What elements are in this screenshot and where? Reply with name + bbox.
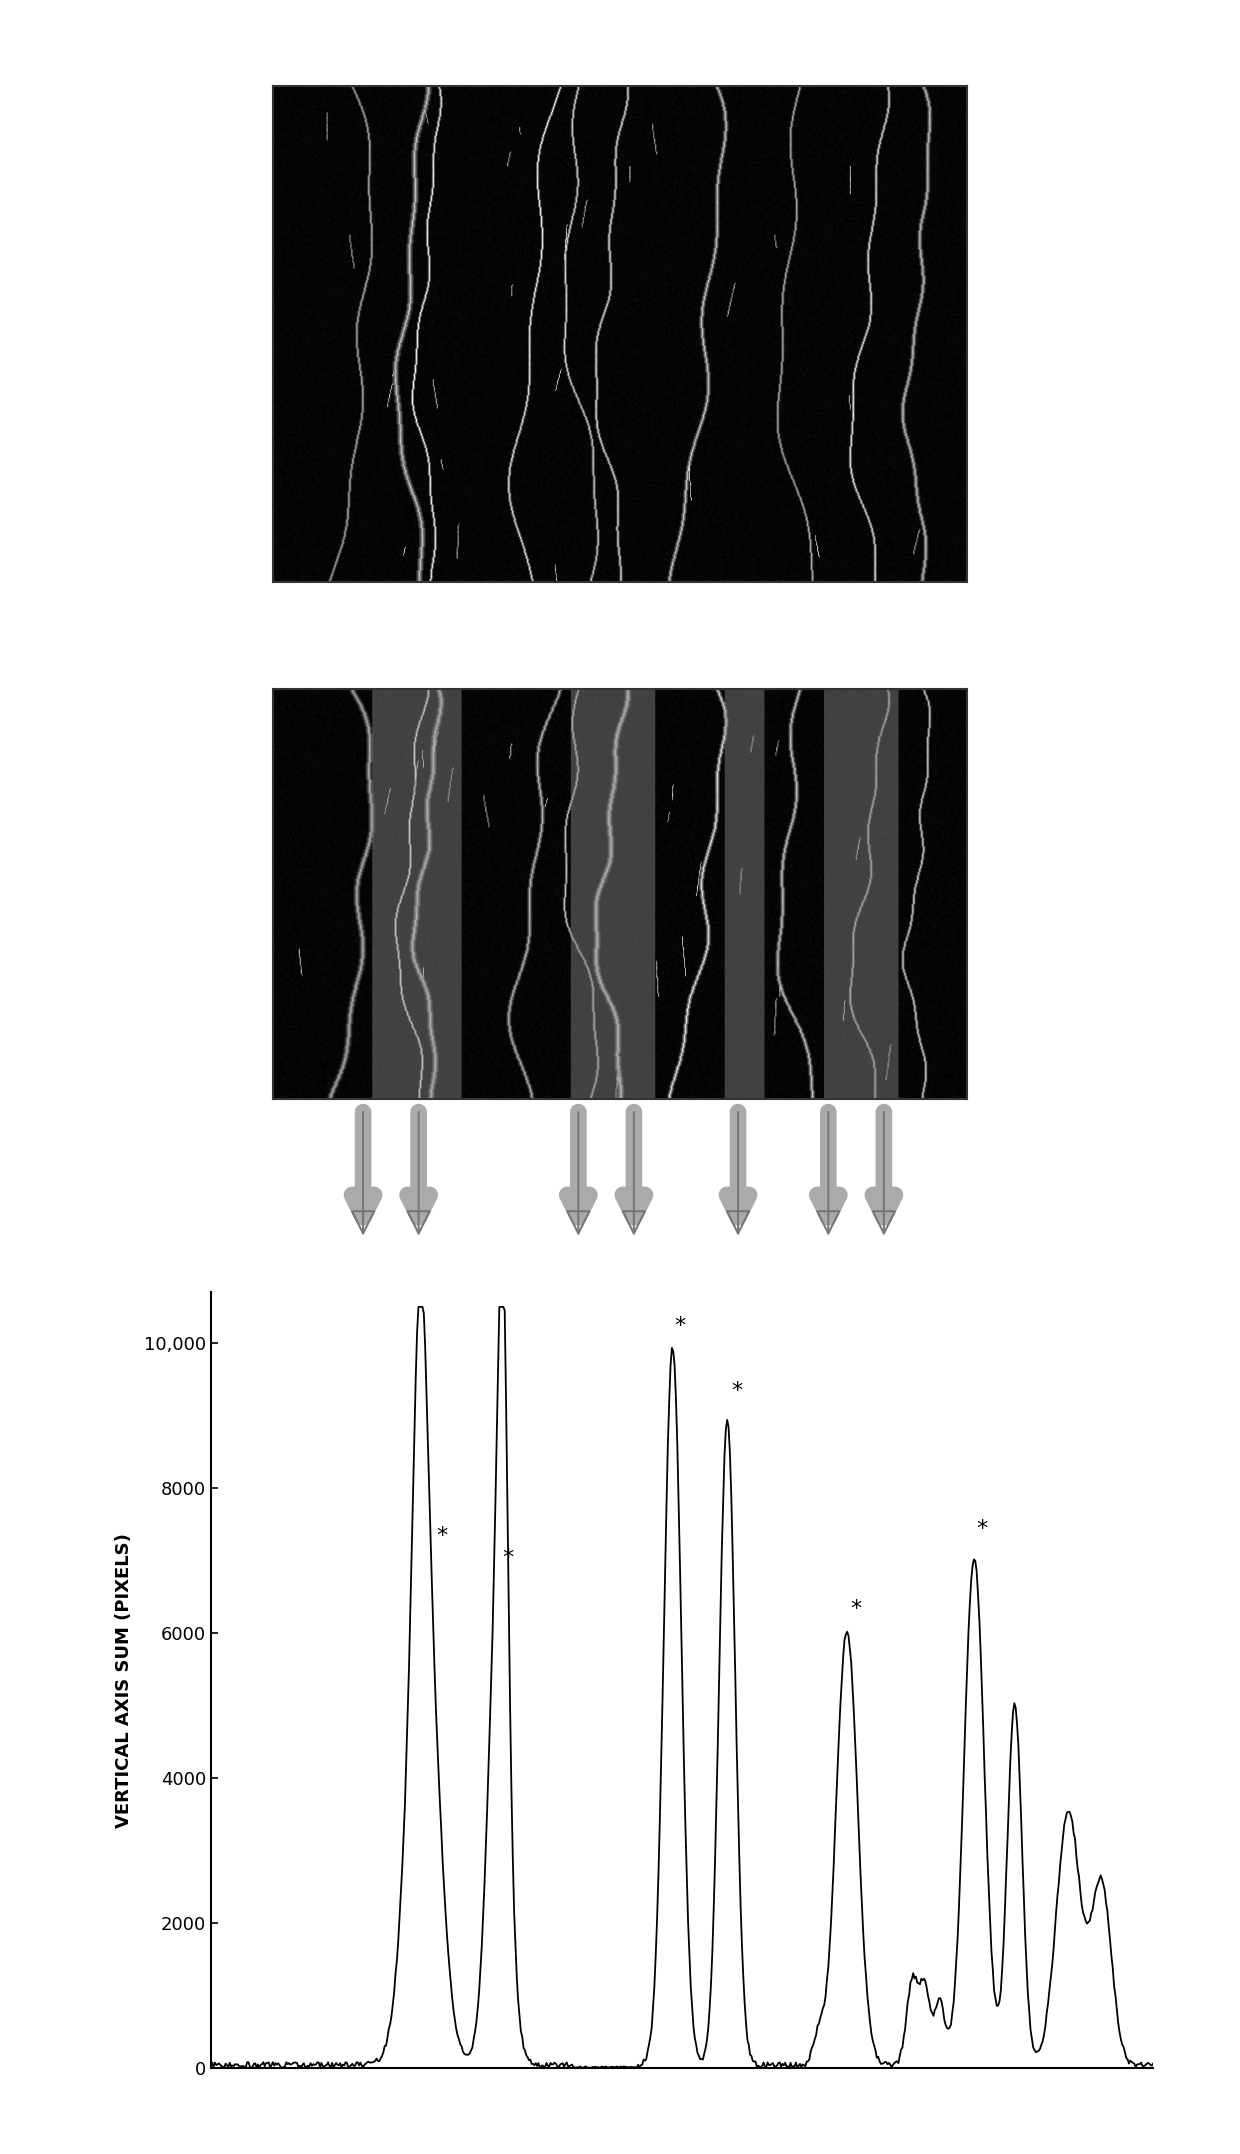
Text: *: * [675, 1316, 686, 1335]
Text: *: * [436, 1525, 448, 1547]
Text: *: * [976, 1519, 987, 1538]
Text: *: * [732, 1381, 743, 1400]
Text: *: * [851, 1598, 862, 1618]
Text: *: * [502, 1549, 513, 1568]
Y-axis label: VERTICAL AXIS SUM (PIXELS): VERTICAL AXIS SUM (PIXELS) [115, 1534, 133, 1827]
